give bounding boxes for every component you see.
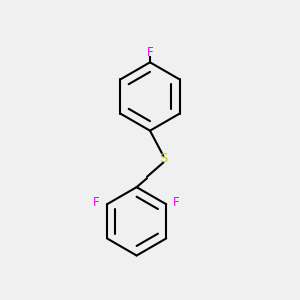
Text: F: F [93,196,100,209]
Text: S: S [159,152,168,165]
Text: F: F [173,196,180,209]
Text: F: F [147,46,153,59]
